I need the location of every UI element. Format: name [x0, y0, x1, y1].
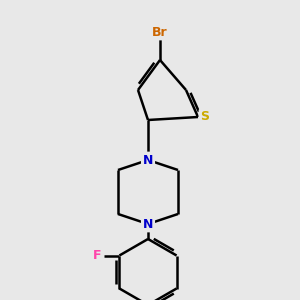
- Text: S: S: [200, 110, 209, 124]
- Text: Br: Br: [152, 26, 168, 38]
- Text: N: N: [143, 154, 153, 166]
- Text: F: F: [93, 249, 102, 262]
- Text: N: N: [143, 218, 153, 230]
